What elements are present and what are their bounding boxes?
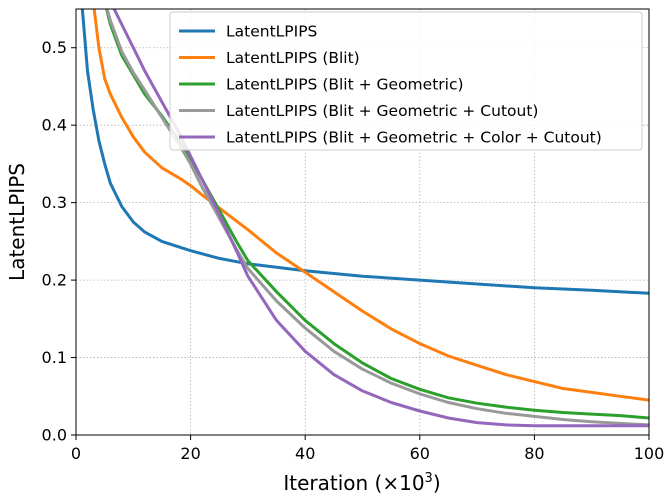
y-axis-label: LatentLPIPS xyxy=(5,163,29,281)
legend: LatentLPIPS LatentLPIPS (Blit) LatentLPIPS… xyxy=(169,11,643,151)
y-axis-ticks: 0.0 0.1 0.2 0.3 0.4 0.5 xyxy=(42,38,76,445)
x-axis-label: Iteration (×103) xyxy=(283,471,440,494)
x-tick-label: 80 xyxy=(524,444,544,463)
plot-frame xyxy=(75,8,650,436)
legend-label-3: LatentLPIPS (Blit + Geometric) xyxy=(226,76,464,94)
legend-label-4: LatentLPIPS (Blit + Geometric + Cutout) xyxy=(226,102,538,120)
x-axis-label-close: ) xyxy=(433,471,441,494)
x-axis-label-exponent: 3 xyxy=(425,471,433,486)
x-axis-ticks: 0 20 40 60 80 100 xyxy=(71,435,664,463)
series-line-4 xyxy=(105,9,649,427)
series-line-1 xyxy=(80,9,649,295)
y-tick-label: 0.0 xyxy=(42,426,67,445)
y-tick-label: 0.4 xyxy=(42,116,67,135)
x-tick-label: 40 xyxy=(295,444,315,463)
legend-label-5: LatentLPIPS (Blit + Geometric + Color + … xyxy=(226,129,602,147)
series-line-3 xyxy=(105,9,649,420)
series-line-5 xyxy=(112,9,649,428)
x-tick-label: 60 xyxy=(410,444,430,463)
series-lines xyxy=(80,9,649,428)
legend-label-2: LatentLPIPS (Blit) xyxy=(226,49,360,67)
y-tick-label: 0.5 xyxy=(42,38,67,57)
x-tick-label: 100 xyxy=(634,444,665,463)
x-tick-label: 20 xyxy=(180,444,200,463)
series-line-2 xyxy=(92,9,649,402)
y-tick-label: 0.3 xyxy=(42,193,67,212)
legend-label-1: LatentLPIPS xyxy=(226,23,317,41)
x-tick-label: 0 xyxy=(71,444,81,463)
legend-box xyxy=(169,11,643,151)
y-tick-label: 0.1 xyxy=(42,348,67,367)
y-tick-label: 0.2 xyxy=(42,271,67,290)
